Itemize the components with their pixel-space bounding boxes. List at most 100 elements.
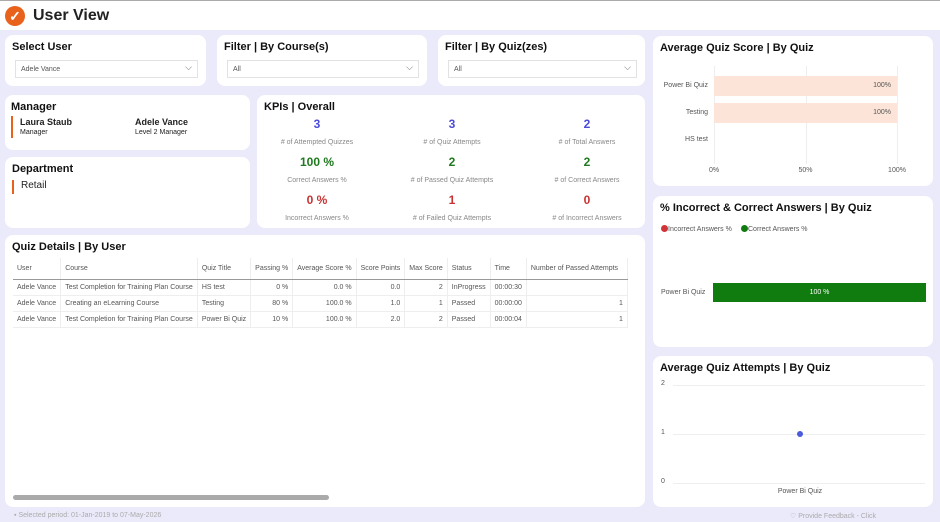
kpi-value: 2 bbox=[583, 117, 591, 131]
y-category-label: HS test bbox=[685, 136, 708, 143]
page-title: User View bbox=[33, 7, 110, 24]
column-header-9[interactable]: Number of Passed Attempts bbox=[526, 258, 628, 280]
kpi-card: KPIs | Overall 3 # of Attempted Quizzes 3 #… bbox=[257, 95, 645, 228]
kpi-item: 2 # of Total Answers bbox=[527, 117, 647, 146]
table-cell: Passed bbox=[447, 295, 491, 312]
legend-dot-icon bbox=[661, 225, 668, 232]
table-cell: HS test bbox=[197, 279, 252, 296]
legend-dot-icon bbox=[741, 225, 748, 232]
table-cell: 100.0 % bbox=[292, 311, 357, 328]
column-header-6[interactable]: Max Score bbox=[404, 258, 448, 280]
select-user-card: Select User Adele Vance ⌵ bbox=[5, 35, 206, 86]
column-header-3[interactable]: Passing % bbox=[250, 258, 294, 280]
card-title: KPIs | Overall bbox=[264, 101, 335, 113]
table-cell: Passed bbox=[447, 311, 491, 328]
kpi-label: # of Correct Answers bbox=[554, 177, 620, 184]
legend-item[interactable]: Correct Answers % bbox=[741, 225, 808, 233]
kpi-label: # of Quiz Attempts bbox=[423, 139, 481, 146]
dropdown-value: All bbox=[454, 66, 462, 73]
manager-person: Laura Staub Manager bbox=[20, 117, 72, 136]
column-header-2[interactable]: Quiz Title bbox=[197, 258, 252, 280]
table-cell: Testing bbox=[197, 295, 252, 312]
person-name: Adele Vance bbox=[135, 117, 189, 127]
kpi-value: 2 bbox=[583, 155, 591, 169]
card-title: Department bbox=[12, 163, 74, 175]
table-cell: 1 bbox=[526, 295, 628, 312]
kpi-label: Correct Answers % bbox=[287, 177, 347, 184]
table-cell: 1 bbox=[526, 311, 628, 328]
bar: 100% bbox=[714, 103, 897, 123]
y-tick-label: 0 bbox=[661, 478, 665, 485]
gridline bbox=[673, 483, 925, 484]
selected-period: ▪ Selected period: 01-Jan-2019 to 07-May… bbox=[14, 512, 162, 519]
course-dropdown[interactable]: All ⌵ bbox=[227, 60, 419, 78]
kpi-label: # of Attempted Quizzes bbox=[280, 139, 354, 146]
legend-label: Incorrect Answers % bbox=[668, 226, 732, 233]
y-category-label: Testing bbox=[685, 109, 708, 116]
table-cell: 0.0 bbox=[356, 279, 406, 296]
gridline bbox=[897, 66, 898, 164]
table-row[interactable]: Adele Vance Test Completion for Training … bbox=[13, 311, 628, 328]
horizontal-scrollbar[interactable] bbox=[13, 495, 329, 500]
quiz-filter-card: Filter | By Quiz(zes) All ⌵ bbox=[438, 35, 645, 86]
card-title: Filter | By Quiz(zes) bbox=[445, 41, 548, 53]
column-header-8[interactable]: Time bbox=[490, 258, 527, 280]
kpi-item: 100 % Correct Answers % bbox=[257, 155, 377, 184]
column-header-5[interactable]: Score Points bbox=[356, 258, 406, 280]
dropdown-value: All bbox=[233, 66, 241, 73]
avg-score-chart-card: Average Quiz Score | By Quiz 0% 50% 100% Po… bbox=[653, 36, 933, 186]
table-cell: 10 % bbox=[250, 311, 294, 328]
dropdown-value: Adele Vance bbox=[21, 66, 61, 73]
kpi-item: 0 # of Incorrect Answers bbox=[527, 193, 647, 222]
chevron-down-icon: ⌵ bbox=[624, 62, 631, 72]
chevron-down-icon: ⌵ bbox=[406, 62, 413, 72]
table-cell: 1.0 bbox=[356, 295, 406, 312]
bar: 100% bbox=[714, 76, 897, 96]
kpi-value: 0 bbox=[583, 193, 591, 207]
column-header-4[interactable]: Average Score % bbox=[292, 258, 357, 280]
table-cell: Test Completion for Training Plan Course bbox=[60, 311, 198, 328]
column-header-7[interactable]: Status bbox=[447, 258, 491, 280]
person-role: Manager bbox=[20, 129, 48, 136]
quiz-dropdown[interactable]: All ⌵ bbox=[448, 60, 637, 78]
department-card: Department Retail bbox=[5, 157, 250, 228]
quiz-details-card: Quiz Details | By User User Course Quiz Ti… bbox=[5, 235, 645, 507]
column-header-0[interactable]: User bbox=[13, 258, 62, 280]
kpi-label: # of Incorrect Answers bbox=[552, 215, 622, 222]
x-tick-label: 0% bbox=[708, 167, 720, 174]
feedback-link[interactable]: ♡ Provide Feedback - Click bbox=[790, 513, 877, 520]
bar-data-label: 100% bbox=[873, 109, 891, 116]
table-cell: 2 bbox=[404, 311, 448, 328]
answers-chart-card: % Incorrect & Correct Answers | By Quiz … bbox=[653, 196, 933, 347]
table-cell: 0.0 % bbox=[292, 279, 357, 296]
person-role: Level 2 Manager bbox=[135, 129, 188, 136]
y-category-label: Power Bi Quiz bbox=[661, 289, 706, 296]
kpi-value: 100 % bbox=[299, 155, 335, 169]
kpi-item: 2 # of Correct Answers bbox=[527, 155, 647, 184]
table-cell: Creating an eLearning Course bbox=[60, 295, 198, 312]
kpi-item: 1 # of Failed Quiz Attempts bbox=[392, 193, 512, 222]
card-title: Manager bbox=[11, 101, 57, 113]
table-cell: 100.0 % bbox=[292, 295, 357, 312]
user-dropdown[interactable]: Adele Vance ⌵ bbox=[15, 60, 198, 78]
table-cell: 2.0 bbox=[356, 311, 406, 328]
manager-card: Manager Laura Staub Manager Adele Vance Le… bbox=[5, 95, 250, 150]
header: ✓ User View bbox=[0, 0, 940, 30]
legend-item[interactable]: Incorrect Answers % bbox=[661, 225, 732, 233]
table-cell: 00:00:00 bbox=[490, 295, 527, 312]
data-point[interactable] bbox=[797, 431, 803, 437]
table-cell: Test Completion for Training Plan Course bbox=[60, 279, 198, 296]
quiz-details-table: User Course Quiz Title Passing % Average Sco… bbox=[13, 258, 628, 328]
table-row[interactable]: Adele Vance Creating an eLearning Course T… bbox=[13, 295, 628, 312]
table-cell: Adele Vance bbox=[13, 295, 62, 312]
table-cell bbox=[526, 279, 628, 296]
table-cell: Adele Vance bbox=[13, 311, 62, 328]
table-row[interactable]: Adele Vance Test Completion for Training … bbox=[13, 279, 628, 296]
kpi-label: # of Passed Quiz Attempts bbox=[410, 177, 494, 184]
manager-person: Adele Vance Level 2 Manager bbox=[135, 117, 188, 136]
feedback-text: Provide Feedback - Click bbox=[798, 513, 877, 520]
column-header-1[interactable]: Course bbox=[60, 258, 198, 280]
bar-correct: 100 % bbox=[713, 283, 926, 302]
x-tick-label: 100% bbox=[888, 167, 906, 174]
table-cell: 00:00:04 bbox=[490, 311, 527, 328]
